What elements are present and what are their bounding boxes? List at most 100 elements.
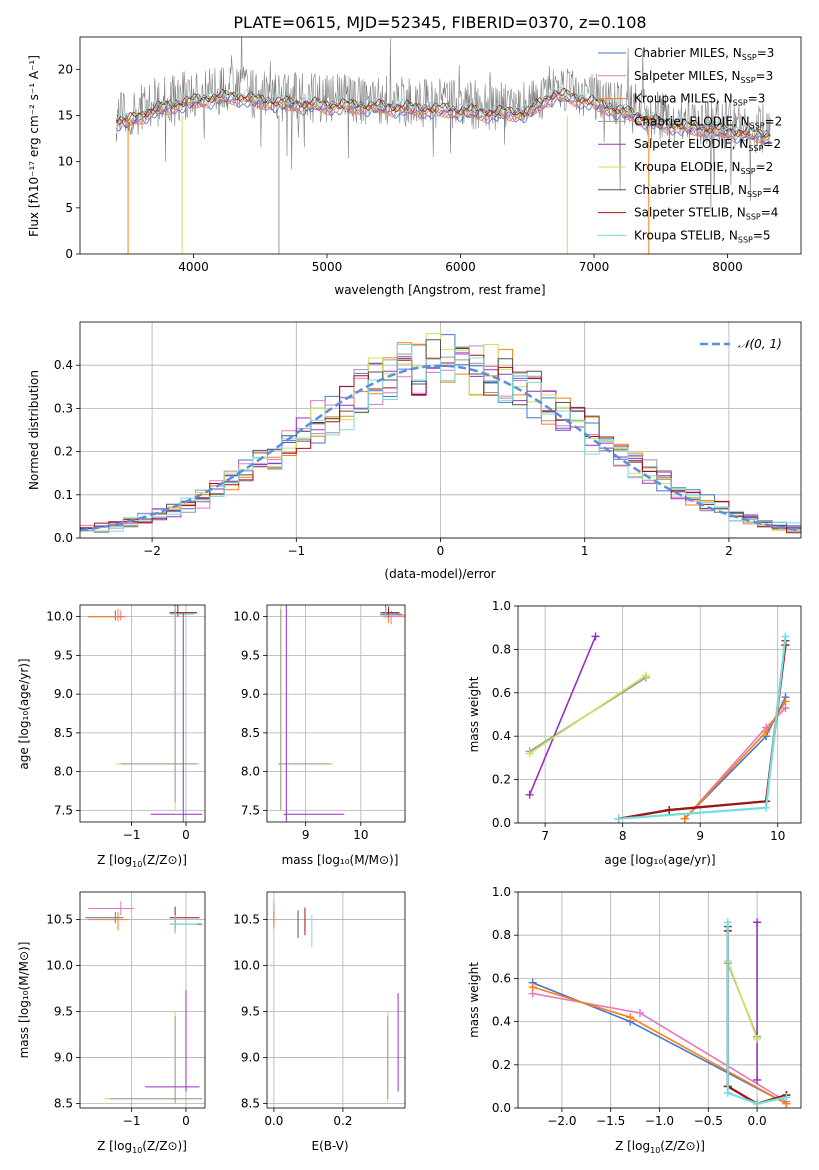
weight-line-kroupa-stelib <box>726 922 787 1105</box>
axes-frame <box>266 604 406 823</box>
x-tick-label: 0 <box>182 1114 190 1128</box>
x-tick-label: 8 <box>619 829 627 843</box>
y-axis-label: age [log₁₀(age/yr)] <box>17 658 31 769</box>
weight-vs-age-panel: 7 8 9 10 0.0 0.2 0.4 0.6 0.8 1.0 age [log₁₀(age/yr… <box>467 599 802 867</box>
x-axis-label: Z [log10(Z/Z⊙)] <box>97 1139 187 1155</box>
age-vs-mass-panel: 9 10 7.5 8.0 8.5 9.0 9.5 10.0 mass [log₁₀(M/M⊙)] <box>233 604 406 867</box>
y-tick-label: 8.5 <box>54 1096 73 1110</box>
y-tick-label: 9.0 <box>241 687 260 701</box>
x-axis-label: mass [log₁₀(M/M⊙)] <box>282 853 399 867</box>
x-axis-label: Z [log10(Z/Z⊙)] <box>97 853 187 869</box>
x-tick-label: 2 <box>725 544 733 558</box>
spectrum-panel: 4000 5000 6000 7000 8000 0 5 10 15 20 Chabrier MIL… <box>27 36 802 297</box>
weight-vs-metallicity-panel: −2.0 −1.5 −1.0 −0.5 0.0 0.0 0.2 0.4 0.6 0.8 1.0 Z [… <box>467 885 802 1155</box>
residuals-panel: −2 −1 0 1 2 0.0 0.1 0.2 0.3 0.4 𝒩(0, 1) (data-model… <box>27 321 802 581</box>
y-axis-label: mass [log₁₀(M/M⊙)] <box>17 942 31 1059</box>
x-tick-label: 0.2 <box>333 1114 352 1128</box>
x-tick-label: −1 <box>287 544 305 558</box>
weight-marker <box>665 805 674 814</box>
y-axis-label: Flux [fλ10⁻¹⁷ erg cm⁻² s⁻¹ A⁻¹] <box>27 55 41 237</box>
x-tick-label: 1 <box>581 544 589 558</box>
plot-area <box>88 605 203 822</box>
legend-entry: Kroupa STELIB, NSSP=5 <box>634 228 771 244</box>
weight-marker <box>528 983 537 992</box>
y-tick-label: 0.8 <box>492 642 511 656</box>
legend-entry: Salpeter ELODIE, NSSP=2 <box>634 137 781 153</box>
weight-marker <box>723 1088 732 1097</box>
figure-title: PLATE=0615, MJD=52345, FIBERID=0370, z=0… <box>233 13 646 32</box>
plot-area <box>528 918 791 1108</box>
x-tick-label: −2.0 <box>547 1114 576 1128</box>
weight-marker <box>781 632 790 641</box>
y-tick-label: 7.5 <box>54 803 73 817</box>
weight-marker <box>525 790 534 799</box>
legend-entry: Chabrier MILES, NSSP=3 <box>634 46 774 62</box>
weight-marker <box>680 814 689 823</box>
histogram-chabrier-stelib <box>80 339 801 530</box>
y-axis-label: Normed distribution <box>27 370 41 490</box>
axes-frame <box>517 605 802 824</box>
weight-marker <box>525 749 534 758</box>
x-tick-label: −1 <box>123 828 141 842</box>
y-tick-label: 9.5 <box>241 1004 260 1018</box>
x-tick-label: 7 <box>541 829 549 843</box>
legend-entry: Salpeter MILES, NSSP=3 <box>634 69 773 85</box>
axes-frame <box>79 891 206 1109</box>
y-tick-label: 1.0 <box>492 885 511 899</box>
mass-vs-metallicity-panel: −1 0 8.5 9.0 9.5 10.0 10.5 Z [log10(Z/Z⊙)] mass … <box>17 891 206 1155</box>
x-tick-label: 10 <box>770 829 785 843</box>
y-tick-label: 0.4 <box>54 358 73 372</box>
y-tick-label: 0 <box>65 247 73 261</box>
model-salpeter-stelib-line <box>115 87 771 138</box>
x-tick-label: 8000 <box>712 260 743 274</box>
model-salpeter-elodie-line <box>116 91 771 140</box>
weight-marker <box>782 1093 791 1102</box>
plot-area <box>278 605 405 822</box>
y-tick-label: 7.5 <box>241 803 260 817</box>
y-tick-label: 0.0 <box>54 531 73 545</box>
y-tick-label: 9.5 <box>54 1004 73 1018</box>
y-tick-label: 10.0 <box>233 959 260 973</box>
weight-marker <box>614 814 623 823</box>
y-tick-label: 5 <box>65 201 73 215</box>
y-tick-label: 9.5 <box>241 648 260 662</box>
x-tick-label: −1.5 <box>596 1114 625 1128</box>
x-tick-label: −0.5 <box>694 1114 723 1128</box>
axes-frame <box>79 36 802 255</box>
y-tick-label: 0.8 <box>492 928 511 942</box>
x-tick-label: 10 <box>353 828 368 842</box>
x-tick-label: 9 <box>696 829 704 843</box>
legend-entry: Kroupa MILES, NSSP=3 <box>634 92 765 108</box>
legend-entry: Salpeter STELIB, NSSP=4 <box>634 206 778 222</box>
weight-marker <box>591 632 600 641</box>
legend-entry: Chabrier STELIB, NSSP=4 <box>634 183 780 199</box>
x-axis-label: age [log₁₀(age/yr)] <box>604 853 715 867</box>
y-tick-label: 0.0 <box>492 816 511 830</box>
y-tick-label: 8.0 <box>241 765 260 779</box>
weight-marker <box>762 803 771 812</box>
mass-vs-ebv-panel: 0.0 0.2 8.5 9.0 9.5 10.0 10.5 E(B-V) <box>233 891 406 1153</box>
weight-marker <box>762 727 771 736</box>
x-axis-label: E(B-V) <box>311 1139 348 1153</box>
y-tick-label: 0.2 <box>492 1058 511 1072</box>
x-tick-label: 0.0 <box>264 1114 283 1128</box>
y-tick-label: 10.5 <box>233 913 260 927</box>
y-tick-label: 15 <box>58 108 73 122</box>
y-axis-label: mass weight <box>467 962 481 1038</box>
model-kroupa-stelib-line <box>115 86 771 137</box>
y-tick-label: 9.0 <box>54 1050 73 1064</box>
y-tick-label: 0.3 <box>54 401 73 415</box>
y-tick-label: 0.6 <box>492 686 511 700</box>
y-tick-label: 0.4 <box>492 1015 511 1029</box>
y-tick-label: 0.4 <box>492 729 511 743</box>
plot-area <box>85 901 203 1104</box>
weight-marker <box>753 1099 762 1108</box>
x-axis-label: wavelength [Angstrom, rest frame] <box>334 283 545 297</box>
y-tick-label: 9.0 <box>54 687 73 701</box>
x-tick-label: 0.0 <box>748 1114 767 1128</box>
legend-entry: Kroupa ELODIE, NSSP=2 <box>634 160 773 176</box>
y-tick-label: 0.1 <box>54 488 73 502</box>
y-tick-label: 10 <box>58 155 73 169</box>
plot-area <box>80 333 801 534</box>
